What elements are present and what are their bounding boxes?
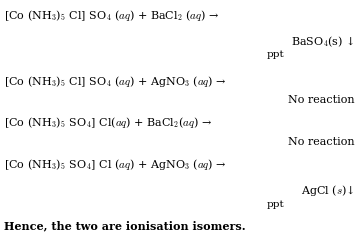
Text: [Co (NH$_3$)$_5$ SO$_4$] Cl($aq$) + BaCl$_2$($aq$) →: [Co (NH$_3$)$_5$ SO$_4$] Cl($aq$) + BaCl…	[4, 115, 213, 130]
Text: Hence, the two are ionisation isomers.: Hence, the two are ionisation isomers.	[4, 220, 246, 231]
Text: ppt: ppt	[266, 50, 284, 59]
Text: [Co (NH$_3$)$_5$ Cl] SO$_4$ ($aq$) + AgNO$_3$ ($aq$) →: [Co (NH$_3$)$_5$ Cl] SO$_4$ ($aq$) + AgN…	[4, 74, 227, 89]
Text: BaSO$_4$(s) ↓: BaSO$_4$(s) ↓	[291, 34, 355, 49]
Text: [Co (NH$_3$)$_5$ Cl] SO$_4$ ($aq$) + BaCl$_2$ ($aq$) →: [Co (NH$_3$)$_5$ Cl] SO$_4$ ($aq$) + BaC…	[4, 8, 220, 23]
Text: No reaction: No reaction	[288, 137, 355, 147]
Text: [Co (NH$_3$)$_5$ SO$_4$] Cl ($aq$) + AgNO$_3$ ($aq$) →: [Co (NH$_3$)$_5$ SO$_4$] Cl ($aq$) + AgN…	[4, 157, 227, 172]
Text: AgCl ($s$)↓: AgCl ($s$)↓	[301, 183, 355, 197]
Text: No reaction: No reaction	[288, 95, 355, 105]
Text: ppt: ppt	[266, 200, 284, 209]
